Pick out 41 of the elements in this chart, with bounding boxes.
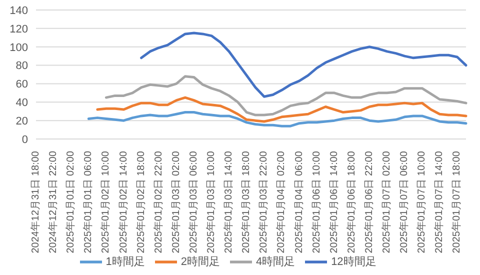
legend-label: 12時間足 <box>331 256 376 268</box>
x-tick-label: 2025年01月02日 18:00 <box>134 150 147 254</box>
y-tick-label: 120 <box>10 23 28 36</box>
x-tick-label: 2025年01月07日 06:00 <box>398 150 410 254</box>
y-tick-label: 140 <box>10 4 28 17</box>
x-tick-label: 2025年01月03日 18:00 <box>240 150 252 254</box>
x-tick-label: 2025年01月07日 10:00 <box>416 150 428 254</box>
x-tick-label: 2025年01月02日 14:00 <box>117 150 130 254</box>
x-tick-label: 2025年01月01日 02:00 <box>64 150 77 254</box>
y-tick-label: 20 <box>16 115 28 128</box>
x-tick-label: 2025年01月06日 14:00 <box>328 150 340 254</box>
legend-label: 4時間足 <box>256 256 296 268</box>
line-series <box>140 32 468 98</box>
y-tick-label: 100 <box>10 42 28 54</box>
x-tick-label: 2025年01月01日 06:00 <box>82 150 94 254</box>
x-tick-label: 2025年01月06日 22:00 <box>362 150 375 254</box>
x-tick-label: 2025年01月03日 02:00 <box>170 150 182 254</box>
y-tick-label: 40 <box>16 97 28 110</box>
x-tick-label: 2025年01月07日 18:00 <box>450 150 463 254</box>
x-tick-label: 2024年12月31日 22:00 <box>47 150 60 254</box>
legend-label: 1時間足 <box>106 256 145 268</box>
line-series <box>96 96 468 123</box>
line-series <box>104 75 468 116</box>
x-tick-label: 2025年01月06日 10:00 <box>310 150 322 254</box>
x-tick-label: 2025年01月03日 22:00 <box>258 150 270 254</box>
x-tick-label: 2025年01月03日 14:00 <box>222 150 235 254</box>
x-tick-label: 2025年01月02日 10:00 <box>100 150 112 254</box>
x-tick-label: 2025年01月07日 02:00 <box>380 150 393 254</box>
y-tick-label: 0 <box>22 134 28 146</box>
line-series <box>87 111 468 128</box>
x-tick-label: 2025年01月02日 22:00 <box>152 150 164 254</box>
x-tick-label: 2025年01月04日 02:00 <box>275 150 288 254</box>
x-tick-label: 2025年01月06日 18:00 <box>345 150 358 254</box>
x-tick-label: 2025年01月04日 06:00 <box>292 150 305 254</box>
y-tick-label: 60 <box>16 78 28 91</box>
x-tick-label: 2024年12月31日 18:00 <box>30 150 42 254</box>
x-tick-label: 2025年01月03日 10:00 <box>205 150 218 254</box>
x-tick-label: 2025年01月07日 14:00 <box>433 150 446 254</box>
legend-label: 2時間足 <box>180 256 220 268</box>
x-tick-label: 2025年01月03日 06:00 <box>187 150 200 254</box>
y-tick-label: 80 <box>16 60 28 72</box>
